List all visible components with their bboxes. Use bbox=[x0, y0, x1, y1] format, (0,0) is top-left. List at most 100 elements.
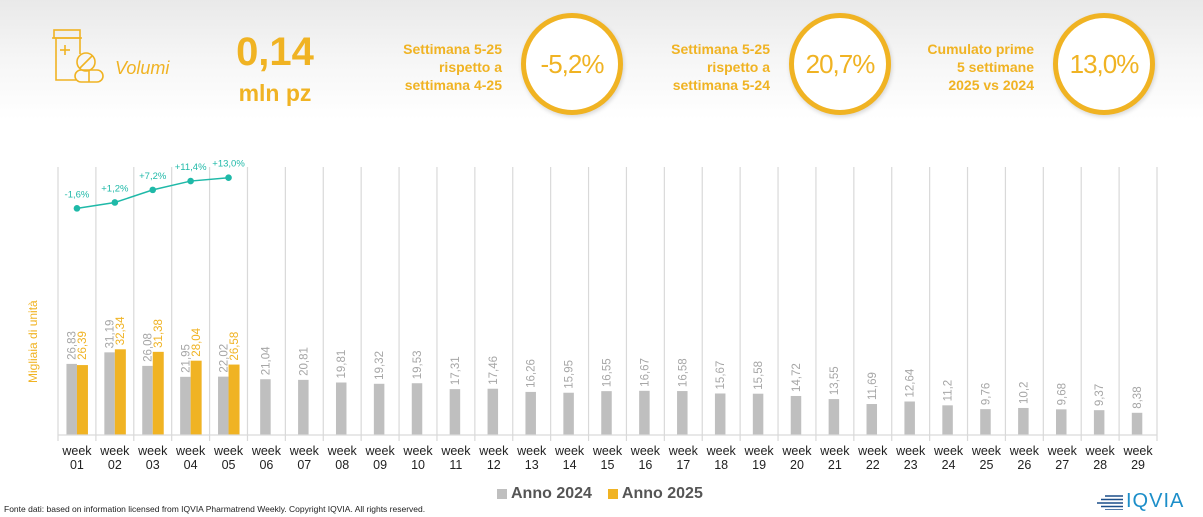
x-tick-label-number: 18 bbox=[714, 458, 728, 472]
bar-2024-01 bbox=[66, 363, 77, 435]
x-tick-label-week: week bbox=[819, 444, 850, 458]
x-tick-label-number: 26 bbox=[1017, 458, 1031, 472]
bar-2024-04 bbox=[180, 376, 191, 435]
bars bbox=[66, 349, 1143, 435]
bar-2024-12 bbox=[487, 388, 499, 435]
comparison-2-line-1: Settimana 5-25 bbox=[671, 41, 770, 57]
x-tick-label-number: 06 bbox=[259, 458, 273, 472]
bar-2025-01 bbox=[76, 365, 88, 435]
x-tick-label-week: week bbox=[478, 444, 509, 458]
bar-label-2024: 11,69 bbox=[867, 372, 879, 400]
comparison-1-value: -5,2% bbox=[540, 48, 605, 79]
comparison-3-line-3: 2025 vs 2024 bbox=[948, 77, 1034, 93]
grid-lines bbox=[57, 167, 1158, 441]
bar-2024-07 bbox=[298, 379, 309, 435]
bar-label-2025: 28,04 bbox=[191, 327, 203, 356]
x-tick-label-number: 01 bbox=[70, 458, 84, 472]
bar-2024-18 bbox=[714, 393, 726, 435]
x-tick-label-number: 02 bbox=[108, 458, 122, 472]
bar-label-2024: 19,32 bbox=[374, 351, 386, 380]
x-tick-label-week: week bbox=[1085, 444, 1116, 458]
x-tick-label-week: week bbox=[630, 444, 661, 458]
bar-label-2024: 19,53 bbox=[412, 350, 424, 379]
x-tick-label-week: week bbox=[1047, 444, 1078, 458]
x-tick-label-week: week bbox=[289, 444, 320, 458]
x-tick-label-number: 11 bbox=[449, 458, 462, 472]
comparison-1-line-1: Settimana 5-25 bbox=[403, 41, 502, 57]
comparison-1-circle: -5,2% bbox=[521, 13, 623, 115]
x-tick-label-week: week bbox=[895, 444, 926, 458]
x-tick-label-number: 19 bbox=[752, 458, 766, 472]
bar-label-2025: 26,39 bbox=[77, 331, 89, 360]
bar-label-2024: 20,81 bbox=[298, 347, 310, 376]
x-tick-label-week: week bbox=[251, 444, 282, 458]
x-tick-label-number: 04 bbox=[184, 458, 198, 472]
bar-2024-03 bbox=[142, 365, 153, 435]
bar-label-2024: 15,95 bbox=[564, 360, 576, 389]
legend-label-2024: Anno 2024 bbox=[511, 485, 592, 502]
growth-point bbox=[187, 177, 194, 185]
growth-label: +11,4% bbox=[175, 162, 207, 173]
x-tick-label-number: 03 bbox=[146, 458, 160, 472]
legend: Anno 2024 Anno 2025 bbox=[497, 485, 703, 503]
x-tick-label-number: 17 bbox=[676, 458, 690, 472]
bar-label-2024: 12,64 bbox=[905, 368, 917, 397]
comparison-2-line-2: rispetto a bbox=[706, 59, 770, 75]
bar-2025-05 bbox=[228, 364, 240, 435]
x-tick-label-week: week bbox=[706, 444, 737, 458]
x-tick-label-number: 16 bbox=[638, 458, 652, 472]
comparison-3-line-2: 5 settimane bbox=[956, 59, 1034, 75]
x-tick-label-number: 13 bbox=[525, 458, 539, 472]
comparison-2-value: 20,7% bbox=[805, 48, 876, 79]
legend-item-2024: Anno 2024 bbox=[497, 485, 592, 503]
bar-label-2024: 21,95 bbox=[180, 344, 192, 373]
bar-2024-23 bbox=[904, 401, 915, 435]
legend-swatch-2024 bbox=[497, 489, 507, 499]
x-tick-label-week: week bbox=[327, 444, 358, 458]
x-tick-label-number: 24 bbox=[942, 458, 956, 472]
bar-label-2024: 26,83 bbox=[67, 331, 79, 360]
x-tick-label-number: 09 bbox=[373, 458, 387, 472]
bar-2024-22 bbox=[866, 404, 878, 435]
bar-label-2024: 31,19 bbox=[105, 320, 117, 349]
bar-2024-06 bbox=[260, 379, 271, 435]
comparison-1-text: Settimana 5-25 rispetto a settimana 4-25 bbox=[380, 40, 502, 94]
growth-point bbox=[149, 186, 157, 194]
comparison-1-line-2: rispetto a bbox=[438, 59, 502, 75]
x-tick-label-number: 25 bbox=[980, 458, 994, 472]
y-axis-label: Migliaia di unità bbox=[26, 300, 40, 383]
bar-2024-24 bbox=[942, 405, 953, 435]
x-tick-label-number: 14 bbox=[563, 458, 577, 472]
x-tick-label-number: 27 bbox=[1055, 458, 1069, 472]
bar-2025-02 bbox=[114, 349, 126, 435]
comparison-2-text: Settimana 5-25 rispetto a settimana 5-24 bbox=[648, 40, 770, 94]
kpi-value: 0,14 bbox=[236, 30, 314, 74]
bar-label-2024: 9,76 bbox=[980, 383, 992, 405]
comparison-3-value: 13,0% bbox=[1069, 48, 1140, 79]
bar-2025-03 bbox=[152, 351, 164, 435]
bar-2024-20 bbox=[790, 395, 802, 435]
bar-label-2024: 26,08 bbox=[142, 333, 154, 362]
bar-label-2024: 19,81 bbox=[336, 350, 348, 379]
iqvia-logo: IQVIA bbox=[1097, 490, 1184, 513]
bar-2024-05 bbox=[218, 376, 229, 435]
bar-label-2024: 11,2 bbox=[943, 380, 955, 402]
bar-2024-15 bbox=[601, 391, 612, 435]
x-tick-label-week: week bbox=[61, 444, 92, 458]
bar-label-2024: 15,67 bbox=[715, 361, 727, 390]
bar-label-2024: 8,38 bbox=[1132, 386, 1144, 408]
x-tick-label-number: 23 bbox=[904, 458, 918, 472]
bar-label-2024: 17,46 bbox=[488, 356, 500, 385]
bar-2024-25 bbox=[980, 409, 991, 435]
x-tick-label-number: 28 bbox=[1093, 458, 1107, 472]
growth-label: +13,0% bbox=[212, 159, 245, 170]
x-tick-label-week: week bbox=[440, 444, 471, 458]
bar-label-2024: 17,31 bbox=[450, 356, 462, 385]
bar-label-2024: 10,2 bbox=[1018, 382, 1030, 404]
bar-2024-21 bbox=[828, 399, 840, 435]
bar-label-2025: 31,38 bbox=[153, 319, 165, 348]
x-tick-label-week: week bbox=[402, 444, 433, 458]
growth-point bbox=[225, 174, 232, 181]
x-tick-label-week: week bbox=[1122, 444, 1153, 458]
